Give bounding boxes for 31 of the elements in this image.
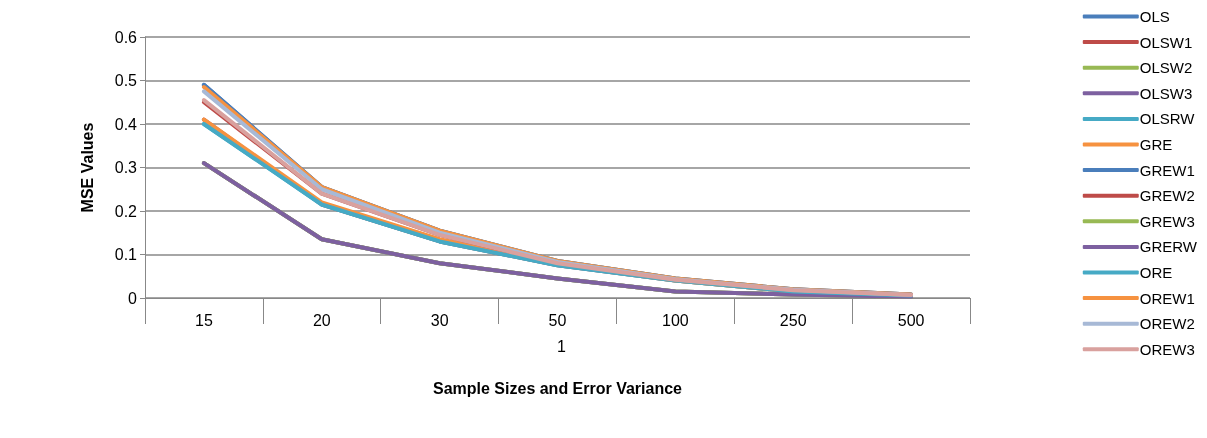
legend-label: OLS bbox=[1139, 8, 1170, 25]
legend-label: GRERW bbox=[1139, 238, 1198, 256]
legend-label: OLSRW bbox=[1139, 110, 1196, 128]
legend-label: ORE bbox=[1139, 264, 1173, 281]
y-tick-label: 0.5 bbox=[114, 72, 138, 89]
x-axis-title: Sample Sizes and Error Variance bbox=[432, 379, 683, 397]
legend-label: GREW3 bbox=[1139, 212, 1195, 230]
x-tick-label: 50 bbox=[548, 311, 567, 329]
legend-label: GREW2 bbox=[1139, 187, 1195, 205]
y-axis-title: MSE Values bbox=[78, 122, 96, 213]
x-tick-label: 250 bbox=[779, 311, 807, 329]
x-tick-label: 500 bbox=[897, 311, 925, 329]
y-tick-label: 0.2 bbox=[114, 202, 138, 220]
legend-label: GRE bbox=[1139, 136, 1173, 153]
y-tick-label: 0.6 bbox=[114, 28, 138, 46]
legend-label: OREW1 bbox=[1139, 289, 1195, 307]
text: 1 bbox=[557, 337, 566, 355]
legend-label: GREW1 bbox=[1139, 161, 1195, 179]
x-tick-label: 20 bbox=[312, 311, 331, 329]
x-tick-label: 30 bbox=[430, 311, 449, 329]
y-tick-label: 0.1 bbox=[114, 246, 138, 263]
legend-label: OLSW3 bbox=[1139, 84, 1193, 102]
x-tick-label: 100 bbox=[662, 311, 689, 329]
legend-label: OREW3 bbox=[1139, 340, 1195, 358]
legend-label: OLSW2 bbox=[1139, 59, 1193, 77]
x-tick-label: 15 bbox=[195, 311, 213, 329]
y-tick-label: 0.3 bbox=[114, 159, 138, 176]
legend-label: OREW2 bbox=[1139, 315, 1195, 333]
legend-label: OLSW1 bbox=[1139, 33, 1193, 51]
y-tick-label: 0.4 bbox=[114, 115, 138, 133]
y-tick-label: 0 bbox=[128, 289, 138, 307]
